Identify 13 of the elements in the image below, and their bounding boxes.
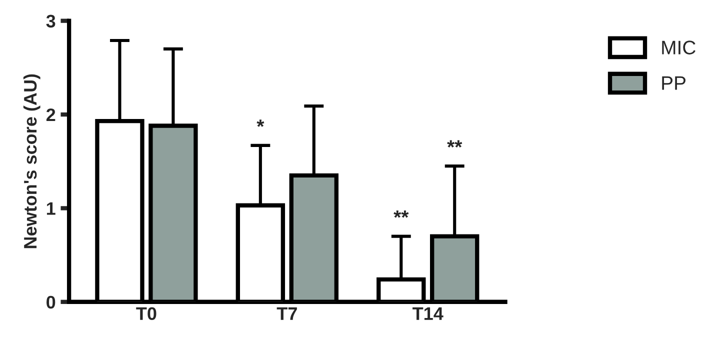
legend-label: PP bbox=[662, 76, 686, 90]
annotation: * bbox=[256, 120, 264, 127]
annotation: ** bbox=[447, 140, 462, 148]
y-tick-label: 0 bbox=[46, 296, 56, 309]
annotation: ** bbox=[394, 210, 409, 218]
y-tick-label: 3 bbox=[46, 14, 56, 28]
x-tick-label: T7 bbox=[276, 307, 297, 320]
y-tick-label: 2 bbox=[46, 108, 56, 122]
x-tick-label: T14 bbox=[412, 307, 444, 320]
y-tick-label: 1 bbox=[46, 202, 56, 215]
legend-label: MIC bbox=[662, 40, 696, 54]
y-axis-title: Newton's score (AU) bbox=[23, 74, 40, 248]
x-tick-label: T0 bbox=[136, 307, 156, 320]
